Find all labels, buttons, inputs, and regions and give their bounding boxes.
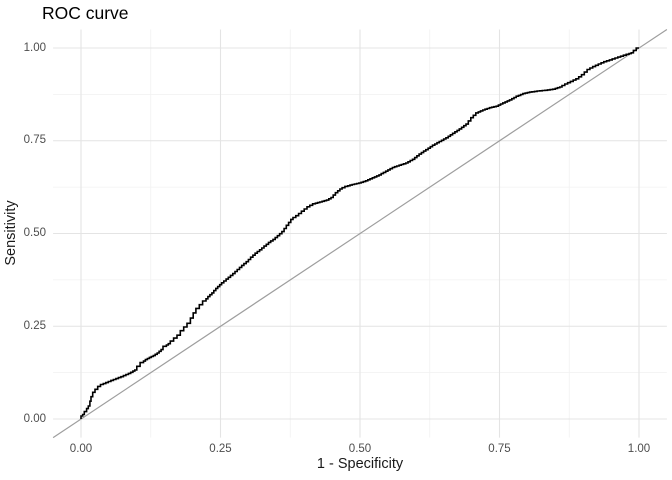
y-tick-label: 0.50 <box>23 227 46 239</box>
chance-diagonal-line <box>52 29 668 439</box>
y-tick-label: 1.00 <box>23 41 46 54</box>
y-tick-label: 0.25 <box>23 319 46 332</box>
x-tick-label: 0.25 <box>209 443 232 455</box>
y-tick-label: 0.75 <box>23 134 46 147</box>
x-tick-label: 0.00 <box>69 443 93 455</box>
x-tick-label: 0.75 <box>488 443 511 455</box>
x-axis-title: 1 - Specificity <box>316 456 404 472</box>
y-tick-label: 0.00 <box>23 412 46 425</box>
x-tick-label: 0.50 <box>348 443 372 455</box>
roc-curve-line <box>80 47 639 419</box>
x-tick-label: 1.00 <box>627 443 651 455</box>
chart-title: ROC curve <box>42 3 129 23</box>
